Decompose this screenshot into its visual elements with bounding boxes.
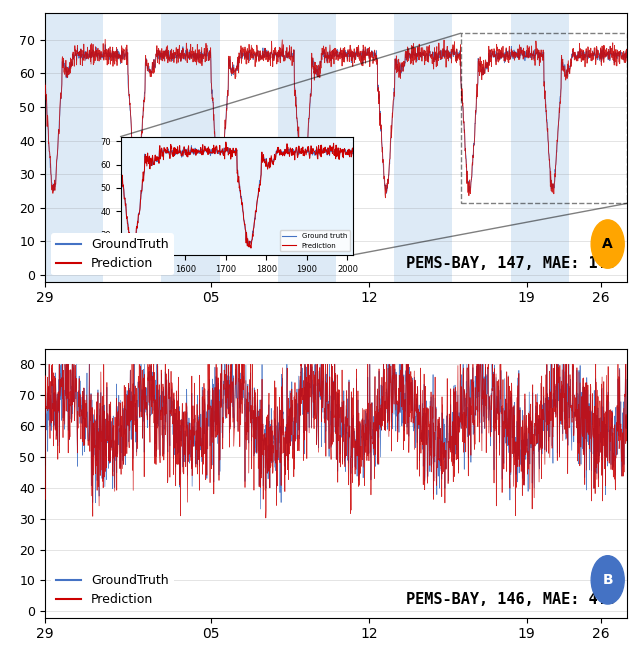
Legend: GroundTruth, Prediction: GroundTruth, Prediction: [51, 569, 173, 611]
Bar: [278, 13, 336, 281]
Bar: [45, 13, 103, 281]
Text: PEMS-BAY, 147, MAE: 1.0: PEMS-BAY, 147, MAE: 1.0: [406, 256, 616, 271]
Bar: [394, 13, 452, 281]
Text: PEMS-BAY, 146, MAE: 4.5: PEMS-BAY, 146, MAE: 4.5: [406, 592, 616, 606]
Bar: [511, 13, 569, 281]
Bar: [461, 33, 627, 203]
Bar: [161, 13, 220, 281]
Legend: GroundTruth, Prediction: GroundTruth, Prediction: [51, 233, 173, 276]
